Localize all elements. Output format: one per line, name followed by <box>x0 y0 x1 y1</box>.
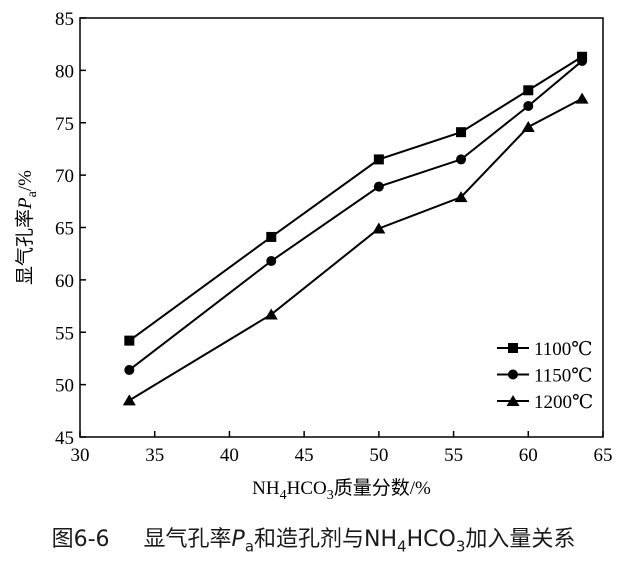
legend-item-1: 1100℃ <box>497 339 593 360</box>
x-tick-label: 45 <box>295 445 314 466</box>
figure-caption: 图6-6 显气孔率Pa和造孔剂与NH4HCO3加入量关系 <box>51 527 576 556</box>
data-point <box>266 256 277 267</box>
x-axis-label: NH4HCO3质量分数/% <box>252 477 431 503</box>
x-tick-label: 65 <box>594 445 613 466</box>
data-point <box>266 231 277 242</box>
series-line <box>128 55 583 342</box>
data-point <box>523 100 534 111</box>
data-point <box>456 127 467 138</box>
data-point <box>373 181 384 192</box>
series-3 <box>122 92 589 406</box>
data-point <box>454 191 468 203</box>
legend-label: 1150℃ <box>534 366 593 387</box>
y-tick-label: 70 <box>55 166 74 187</box>
y-tick-label: 60 <box>55 271 74 292</box>
series-line <box>128 97 583 402</box>
x-tick-label: 50 <box>369 445 388 466</box>
data-point <box>575 92 589 104</box>
legend-marker <box>508 369 518 380</box>
y-tick-label: 80 <box>55 61 74 82</box>
series-1 <box>124 51 588 346</box>
y-tick-label: 55 <box>55 323 74 344</box>
legend-item-3: 1200℃ <box>497 392 593 413</box>
series-2 <box>124 55 588 375</box>
x-tick-label: 60 <box>519 445 538 466</box>
data-point <box>523 85 534 96</box>
data-point <box>373 154 384 165</box>
y-tick-label: 85 <box>55 9 74 30</box>
chart: 30 35 40 45 50 55 60 65 45 50 55 60 65 70 75 80 85 1100℃… <box>14 9 613 503</box>
data-point <box>122 394 136 406</box>
legend: 1100℃ 1150℃ 1200℃ <box>497 339 593 413</box>
x-tick-label: 55 <box>444 445 463 466</box>
y-tick-label: 45 <box>55 428 74 449</box>
data-point <box>264 308 278 320</box>
data-point <box>124 335 135 346</box>
data-point <box>577 55 588 66</box>
x-tick-label: 40 <box>220 445 239 466</box>
legend-marker <box>508 343 518 353</box>
y-axis-label: 显气孔率Pa/% <box>14 170 40 285</box>
x-tick-label: 35 <box>145 445 164 466</box>
data-point <box>521 120 535 132</box>
legend-label: 1100℃ <box>534 339 593 360</box>
y-tick-label: 75 <box>55 114 74 135</box>
y-tick-label: 50 <box>55 376 74 397</box>
data-point <box>124 364 135 375</box>
y-tick-label: 65 <box>55 219 74 240</box>
x-tick-label: 30 <box>71 445 90 466</box>
legend-item-2: 1150℃ <box>497 366 593 387</box>
legend-marker <box>506 395 520 406</box>
series-layer <box>122 51 589 406</box>
series-line <box>128 60 583 371</box>
data-point <box>456 154 467 165</box>
legend-label: 1200℃ <box>534 392 593 413</box>
data-point <box>372 222 386 234</box>
axes: 30 35 40 45 50 55 60 65 45 50 55 60 65 70 75 80 85 <box>55 9 613 466</box>
caption-number: 图6-6 <box>51 527 110 552</box>
